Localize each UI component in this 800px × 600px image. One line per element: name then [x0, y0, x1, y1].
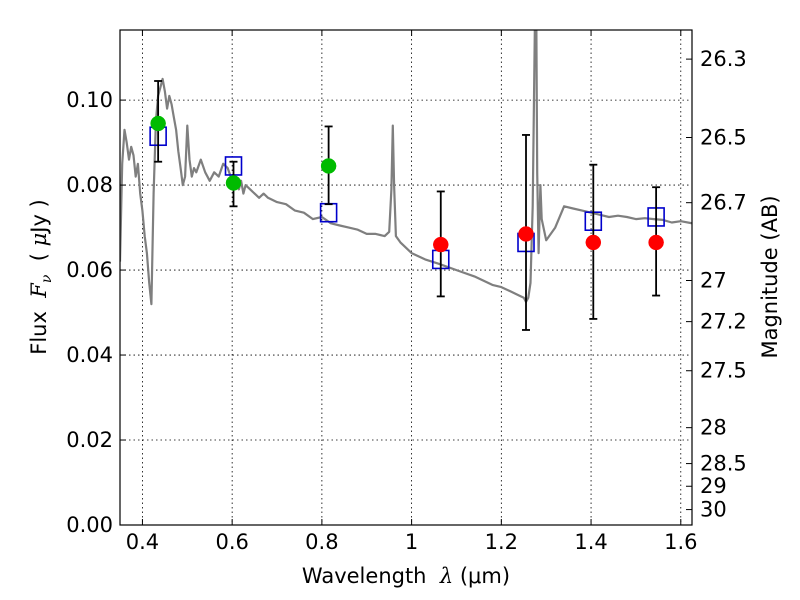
- x-tick-label: 1.6: [664, 530, 697, 554]
- y-tick-label: 0.04: [66, 343, 113, 367]
- y-tick-label: 0.10: [66, 88, 113, 112]
- nir-data-point: [585, 234, 602, 251]
- y-tick-label: 0.00: [66, 513, 113, 537]
- x-tick-label: 1.4: [574, 530, 607, 554]
- y-axis-label: Flux Fν ( μJy ): [27, 199, 55, 355]
- y2-tick-label: 28.5: [700, 452, 747, 476]
- y2-tick-label: 27: [700, 268, 727, 292]
- nir-data-point: [648, 234, 664, 251]
- y2-tick-label: 27.2: [700, 310, 747, 334]
- y-tick-label: 0.06: [66, 258, 113, 282]
- y2-axis-label: Magnitude (AB): [758, 195, 782, 358]
- nir-data-point: [433, 236, 449, 253]
- y2-tick-label: 30: [700, 498, 727, 522]
- x-tick-label: 0.6: [215, 530, 248, 554]
- optical-data-point: [320, 158, 337, 174]
- x-tick-label: 0.4: [126, 530, 159, 554]
- x-tick-label: 0.8: [305, 530, 338, 554]
- spectrum-line: [120, 30, 692, 306]
- y-tick-label: 0.08: [66, 173, 113, 197]
- y2-tick-label: 26.3: [700, 47, 747, 71]
- y2-tick-label: 28: [700, 416, 727, 440]
- x-tick-label: 1.2: [485, 530, 518, 554]
- y-tick-label: 0.02: [66, 428, 113, 452]
- plot-series: [120, 30, 692, 331]
- x-tick-label: 1: [405, 530, 418, 554]
- grid: [120, 30, 692, 526]
- y2-tick-label: 26.7: [700, 191, 747, 215]
- y2-tick-label: 26.5: [700, 125, 747, 149]
- axis-ticks: 0.4 0.6 0.8 1 1.2 1.4 1.6 0.00 0.02 0.04 0.06 0.08 0…: [66, 30, 747, 554]
- plot-frame: [119, 29, 693, 526]
- optical-data-point: [225, 175, 242, 191]
- y2-tick-label: 29: [700, 474, 727, 498]
- nir-data-point: [518, 226, 534, 242]
- x-axis-label: Wavelength λ (μm): [302, 564, 510, 588]
- y2-tick-label: 27.5: [700, 359, 747, 383]
- optical-data-point: [150, 115, 166, 132]
